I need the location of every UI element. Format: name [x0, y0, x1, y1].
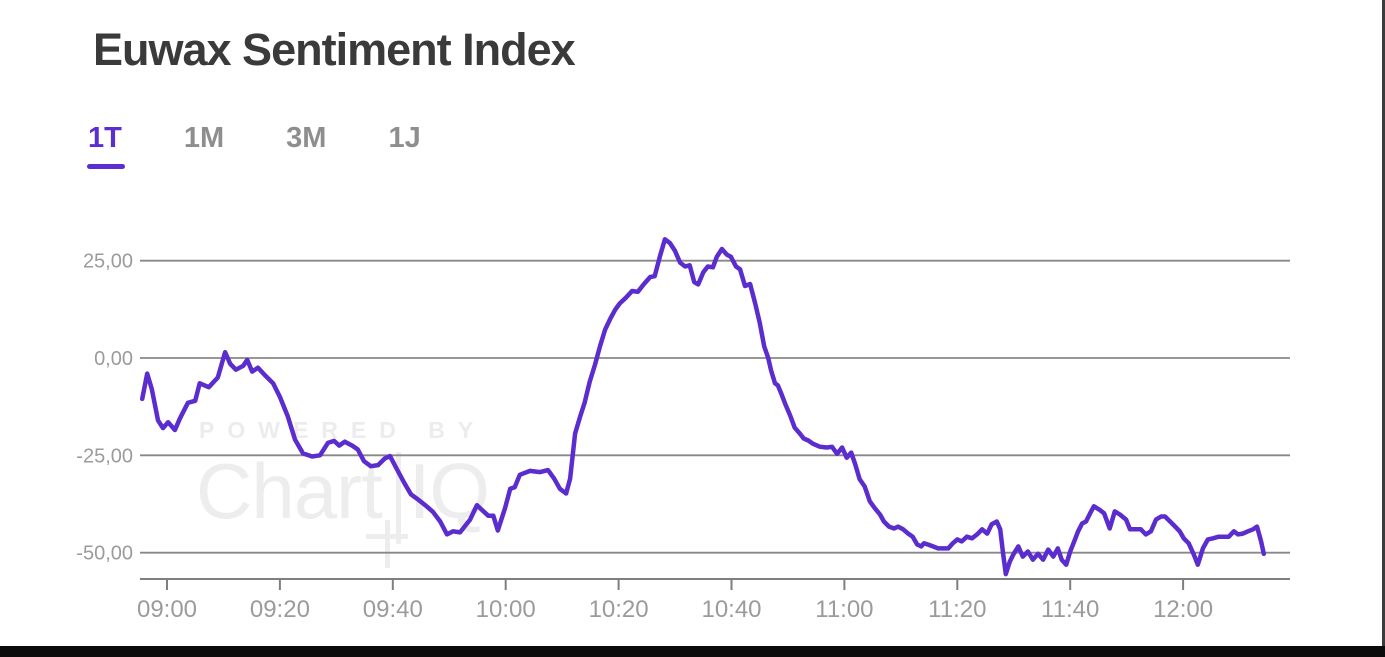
x-axis-tick-label: 10:00 — [476, 596, 536, 623]
x-axis-tick-label: 09:00 — [137, 596, 197, 623]
axis-labels: 25,00 0,00 -25,00 -50,00 09:00 09:20 09:40 10:0… — [76, 251, 1213, 623]
watermark-logo-bar — [395, 452, 401, 544]
watermark-chartiq-logo: Chart IQ — [196, 446, 490, 544]
tab-1m[interactable]: 1M — [184, 122, 224, 165]
window-bottom-bar — [0, 646, 1385, 657]
gridlines — [140, 259, 1290, 554]
x-axis-tick-label: 11:40 — [1041, 596, 1099, 623]
watermark-iq-text: IQ — [408, 447, 490, 535]
window-right-border — [1382, 0, 1385, 646]
watermark-logo-cross-v — [385, 520, 390, 568]
x-axis-tick-label: 11:20 — [928, 596, 986, 623]
x-axis-tick-label: 10:20 — [589, 596, 649, 623]
page-title: Euwax Sentiment Index — [93, 24, 576, 76]
x-axis-tick-label: 10:40 — [701, 596, 761, 623]
x-axis — [140, 578, 1290, 590]
y-axis-tick-label: -50,00 — [76, 543, 133, 565]
x-axis-tick-label: 11:00 — [815, 596, 873, 623]
tab-1j-label: 1J — [388, 122, 421, 154]
tab-1t[interactable]: 1T — [87, 122, 125, 169]
tab-1j[interactable]: 1J — [388, 122, 420, 165]
tab-1m-label: 1M — [183, 122, 225, 154]
sentiment-line-series — [139, 237, 1267, 577]
tab-3m-label: 3M — [286, 122, 327, 154]
x-axis-tick-label: 09:20 — [250, 596, 310, 623]
y-axis-tick-label: 0,00 — [94, 348, 133, 370]
tab-1t-label: 1T — [88, 122, 122, 154]
y-axis-tick-label: -25,00 — [76, 445, 133, 467]
tab-3m[interactable]: 3M — [286, 122, 326, 165]
x-axis-tick-label: 12:00 — [1153, 596, 1213, 623]
watermark-powered-by: POWERED BY — [199, 417, 487, 443]
active-tab-underline — [87, 164, 125, 169]
time-range-tabs: 1T 1M 3M 1J — [87, 122, 421, 169]
y-axis-tick-label: 25,00 — [83, 251, 133, 273]
watermark-chart-text: Chart — [196, 447, 383, 535]
x-axis-tick-label: 09:40 — [363, 596, 423, 623]
